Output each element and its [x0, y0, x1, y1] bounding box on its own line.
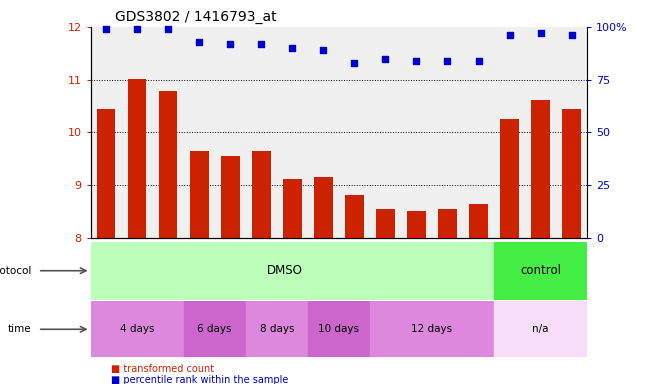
Bar	[531, 100, 550, 238]
Bar	[407, 211, 425, 238]
Point	[380, 55, 391, 61]
Text: ■ transformed count: ■ transformed count	[111, 364, 214, 374]
Bar	[562, 109, 581, 238]
Bar	[314, 177, 333, 238]
Point	[101, 26, 111, 32]
Text: GDS3802 / 1416793_at: GDS3802 / 1416793_at	[115, 10, 277, 25]
Point	[442, 58, 453, 64]
Bar	[97, 109, 115, 238]
Bar	[438, 209, 457, 238]
Point	[163, 26, 174, 32]
Bar	[376, 209, 395, 238]
Point	[473, 58, 484, 64]
Text: 12 days: 12 days	[411, 324, 452, 334]
Point	[132, 26, 142, 32]
Point	[349, 60, 360, 66]
Point	[566, 32, 577, 38]
Bar	[91, 301, 184, 357]
Bar	[246, 301, 308, 357]
Text: n/a: n/a	[532, 324, 549, 334]
Point	[535, 30, 546, 36]
Bar	[283, 179, 301, 238]
Bar	[127, 79, 146, 238]
Text: 10 days: 10 days	[318, 324, 360, 334]
Bar	[308, 301, 370, 357]
Text: 8 days: 8 days	[260, 324, 294, 334]
Point	[287, 45, 298, 51]
Bar	[500, 119, 519, 238]
Bar	[370, 301, 494, 357]
Text: control: control	[520, 264, 561, 277]
Bar	[494, 242, 587, 300]
Point	[225, 41, 236, 47]
Point	[411, 58, 422, 64]
Point	[194, 39, 205, 45]
Point	[256, 41, 266, 47]
Text: time: time	[8, 324, 32, 334]
Text: 4 days: 4 days	[120, 324, 154, 334]
Bar	[184, 301, 246, 357]
Point	[318, 47, 329, 53]
Bar	[469, 204, 488, 238]
Bar	[494, 301, 587, 357]
Bar	[91, 242, 494, 300]
Bar	[159, 91, 177, 238]
Text: growth protocol: growth protocol	[0, 266, 32, 276]
Bar	[221, 156, 240, 238]
Bar	[252, 151, 270, 238]
Text: ■ percentile rank within the sample: ■ percentile rank within the sample	[111, 375, 288, 384]
Text: 6 days: 6 days	[197, 324, 232, 334]
Bar	[345, 195, 364, 238]
Bar	[190, 151, 209, 238]
Text: DMSO: DMSO	[266, 264, 303, 277]
Point	[504, 32, 515, 38]
